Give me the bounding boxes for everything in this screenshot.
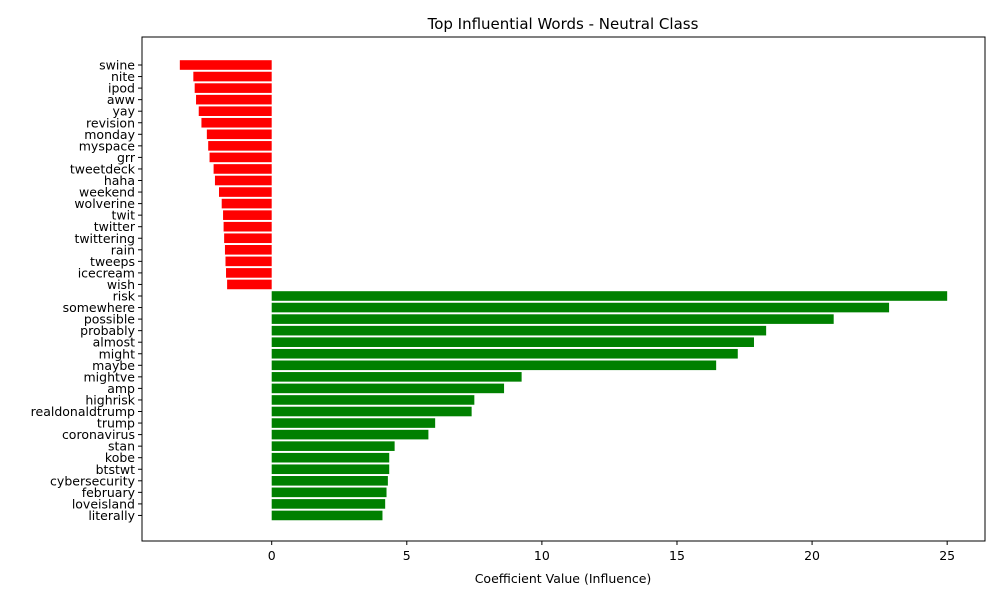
y-tick-label: swine (99, 58, 135, 73)
bar-twit (223, 210, 272, 220)
y-tick-label: wish (107, 277, 135, 292)
y-tick-label: coronavirus (62, 427, 135, 442)
bar-twittering (224, 233, 272, 244)
bar-rain (224, 245, 272, 255)
bar-possible (271, 314, 834, 324)
bar-realdonaldtrump (271, 406, 472, 417)
x-tick-label: 5 (403, 548, 411, 563)
y-tick-label: kobe (105, 450, 135, 465)
y-tick-label: rain (111, 242, 135, 257)
bar-aww (196, 94, 272, 105)
y-tick-label: probably (80, 323, 135, 338)
x-tick-label: 25 (939, 548, 955, 563)
y-tick-label: cybersecurity (50, 473, 136, 488)
bar-twitter (223, 221, 272, 232)
bar-loveisland (271, 499, 386, 509)
y-tick-label: almost (93, 335, 135, 350)
bar-kobe (271, 452, 390, 463)
bar-revision (201, 117, 272, 128)
y-tick-label: grr (117, 150, 136, 165)
y-tick-label: trump (97, 416, 135, 431)
bar-wish (227, 279, 272, 290)
y-tick-label: somewhere (63, 300, 136, 315)
bar-wolverine (221, 198, 272, 209)
bar-btstwt (271, 464, 390, 475)
y-tick-label: realdonaldtrump (31, 404, 135, 419)
bar-monday (206, 129, 272, 140)
y-tick-label: risk (113, 289, 136, 304)
bar-mightve (271, 372, 522, 382)
x-tick-label: 15 (669, 548, 685, 563)
plot-frame (141, 36, 986, 542)
x-ticks: 0 5 10 15 20 25 (268, 541, 955, 563)
y-tick-label: literally (88, 508, 135, 523)
y-tick-labels: swineniteipodawwyayrevisionmondaymyspace… (31, 58, 142, 523)
y-tick-label: might (99, 346, 136, 361)
y-tick-label: aww (107, 92, 135, 107)
y-tick-label: twit (112, 208, 136, 223)
y-tick-label: myspace (79, 138, 136, 153)
y-tick-label: icecream (78, 265, 135, 280)
bar-coronavirus (271, 429, 429, 440)
y-tick-label: tweetdeck (70, 161, 136, 176)
x-tick-label: 20 (804, 548, 820, 563)
y-tick-label: revision (86, 115, 135, 130)
bar-stan (271, 441, 395, 451)
bars-group (179, 60, 948, 521)
y-tick-label: loveisland (72, 496, 135, 511)
bar-almost (271, 337, 754, 347)
bar-amp (271, 383, 505, 394)
bar-ipod (194, 83, 272, 93)
bar-grr (209, 152, 272, 163)
y-tick-label: tweeps (90, 254, 135, 269)
y-tick-label: twittering (74, 231, 135, 246)
bar-somewhere (271, 302, 890, 313)
y-tick-label: mightve (84, 369, 136, 384)
x-tick-label: 0 (268, 548, 276, 563)
bar-literally (271, 510, 383, 521)
y-tick-label: monday (84, 127, 135, 142)
y-tick-label: ipod (108, 81, 135, 96)
x-tick-label: 10 (534, 548, 550, 563)
y-tick-label: haha (104, 173, 135, 188)
bar-weekend (219, 187, 272, 197)
x-axis-title: Coefficient Value (Influence) (475, 571, 652, 586)
y-tick-label: weekend (79, 185, 135, 200)
y-tick-label: stan (108, 439, 135, 454)
y-tick-label: amp (107, 381, 135, 396)
bar-highrisk (271, 395, 475, 405)
y-tick-label: maybe (92, 358, 135, 373)
bar-haha (214, 175, 272, 186)
bar-nite (193, 71, 272, 82)
bar-trump (271, 418, 436, 428)
bar-swine (179, 60, 272, 70)
y-tick-label: february (82, 485, 136, 500)
bar-february (271, 487, 387, 498)
y-tick-label: nite (111, 69, 135, 84)
y-tick-label: yay (113, 104, 136, 119)
bar-risk (271, 291, 948, 301)
y-tick-label: possible (84, 312, 135, 327)
y-tick-label: highrisk (85, 392, 135, 407)
bar-tweeps (225, 256, 272, 267)
bar-myspace (208, 141, 272, 151)
bar-yay (198, 106, 272, 116)
y-tick-label: btstwt (96, 462, 135, 477)
bar-cybersecurity (271, 476, 388, 486)
bar-tweetdeck (213, 164, 272, 174)
bar-might (271, 348, 738, 359)
y-tick-label: wolverine (74, 196, 135, 211)
chart-title: Top Influential Words - Neutral Class (427, 15, 699, 33)
bar-icecream (226, 268, 272, 278)
bar-probably (271, 325, 767, 336)
y-tick-label: twitter (94, 219, 136, 234)
bar-maybe (271, 360, 717, 371)
